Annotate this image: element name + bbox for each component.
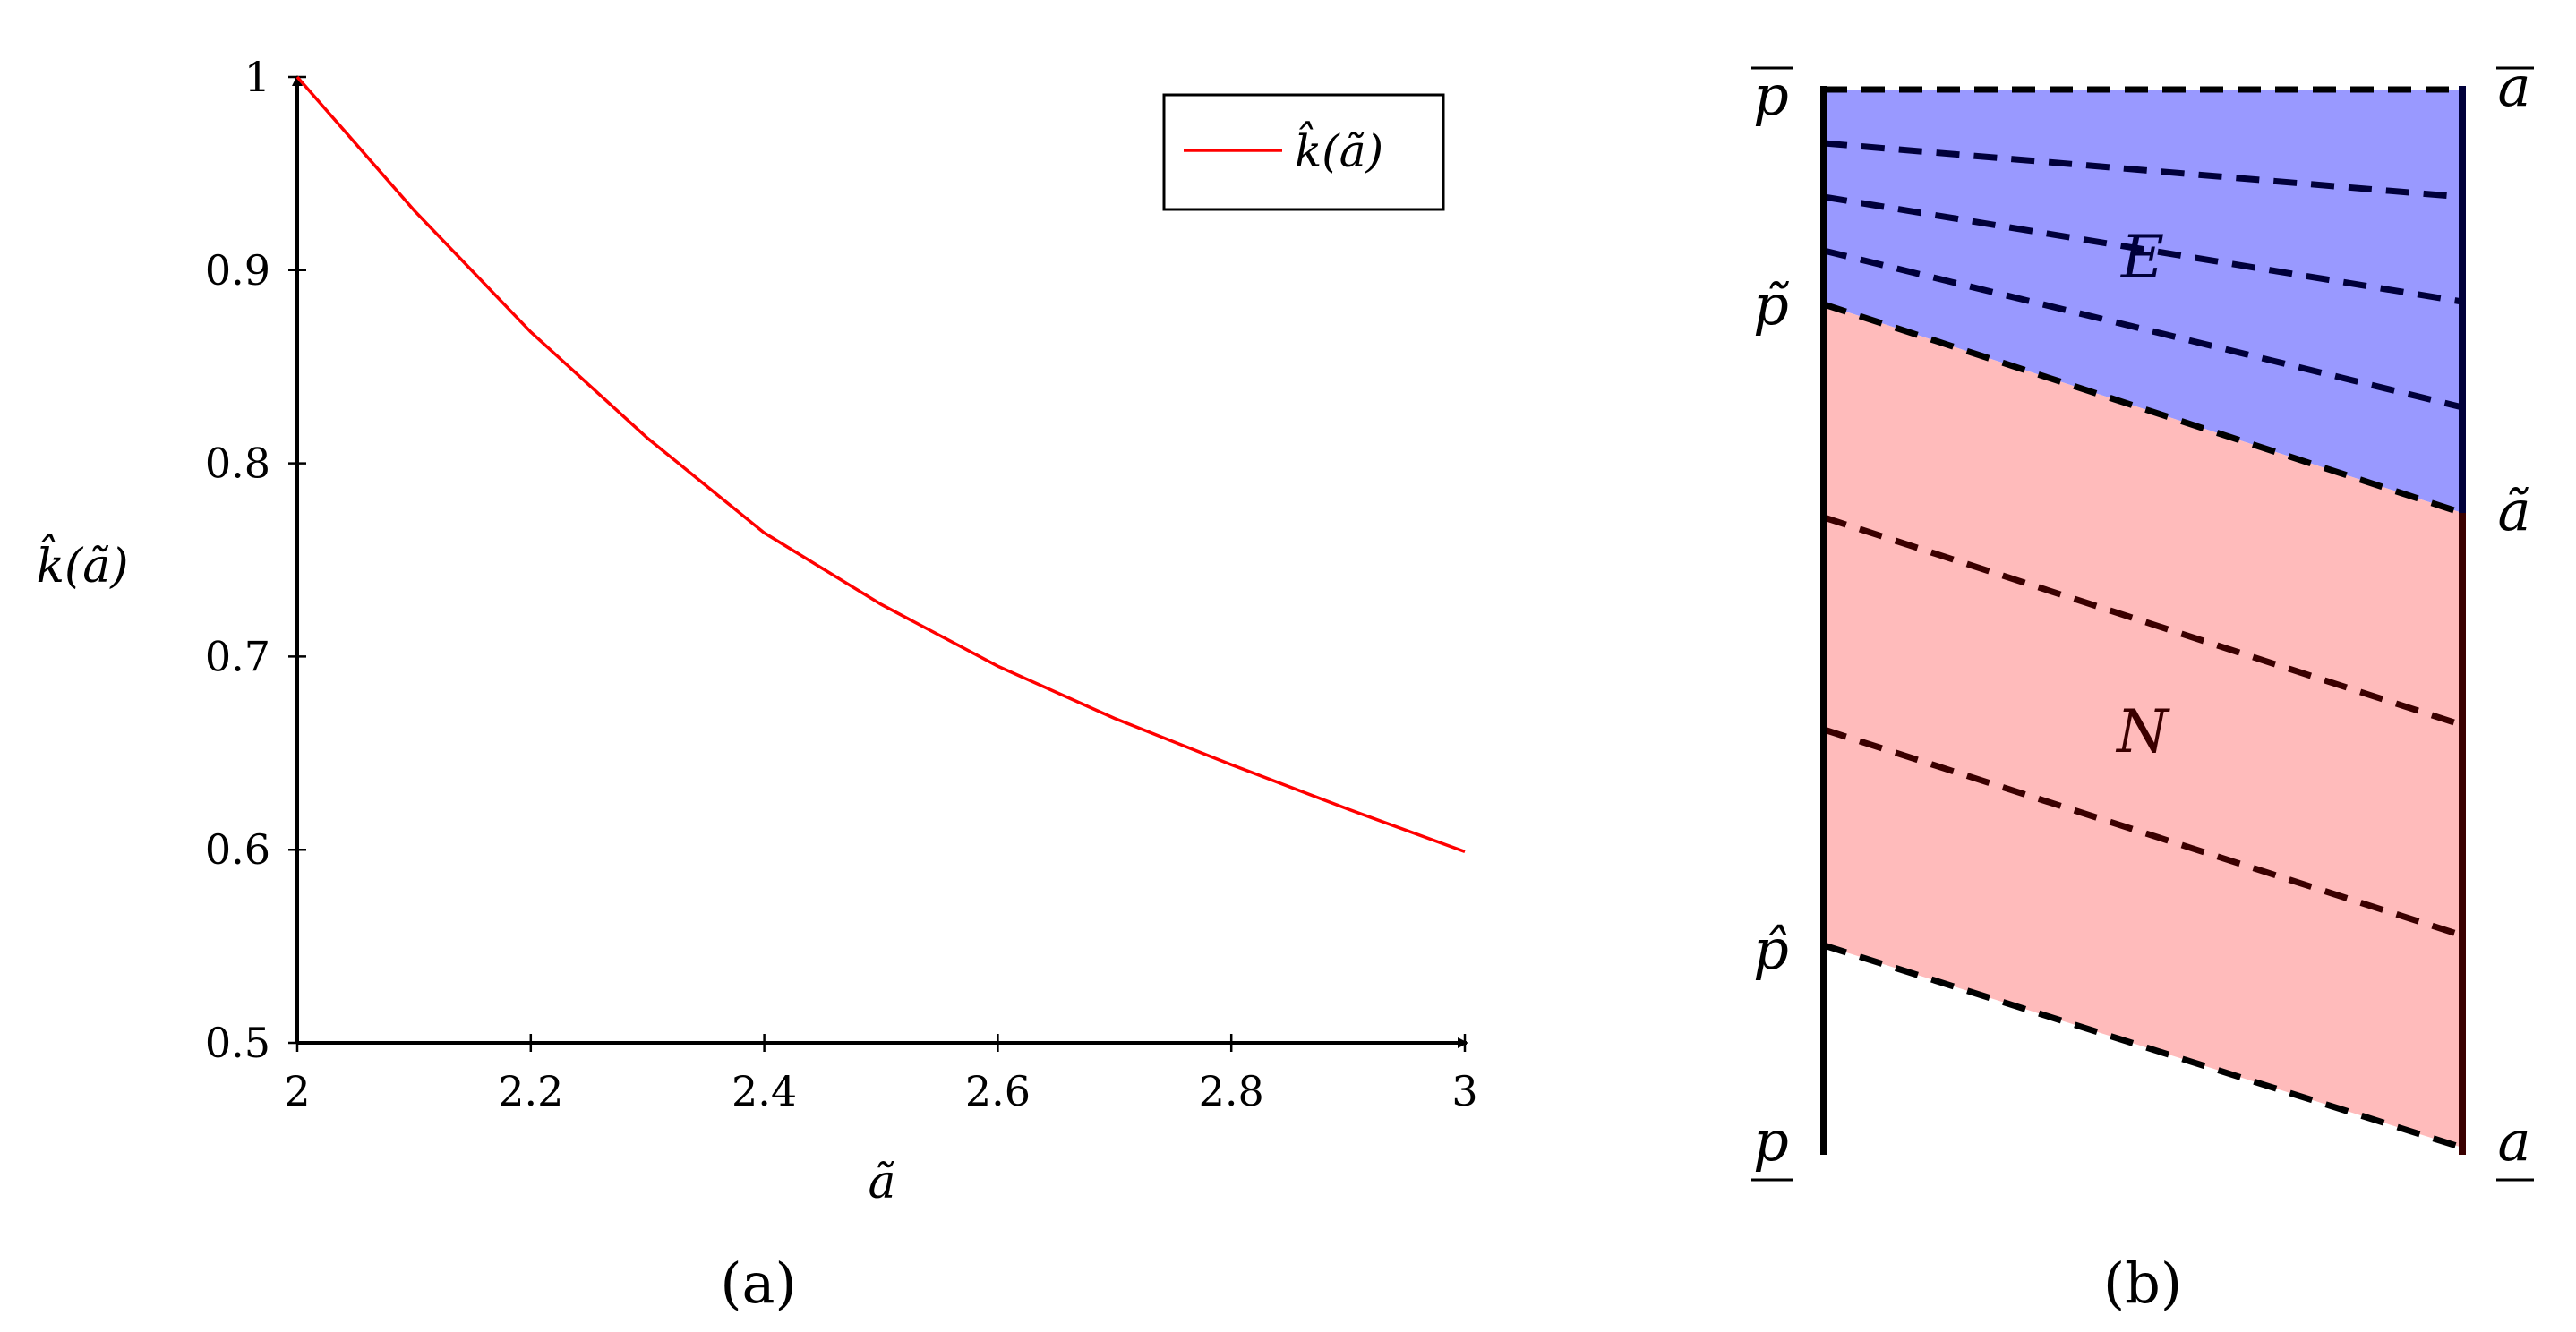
tick-marks [288,75,1467,1052]
region-label-E: E [2120,223,2164,292]
x-tick-labels: 2 2.2 2.4 2.6 2.8 3 [284,1067,1477,1115]
y-tick-label: 0.6 [205,825,270,874]
legend-box [1162,93,1445,211]
legend: k̂(ã) [1162,93,1445,211]
x-tick-label: 2.8 [1199,1067,1264,1115]
x-tick-label: 2.6 [965,1067,1031,1115]
label-p-hat: p̂ [1753,917,1789,982]
indifference-line-E3 [1823,247,2463,411]
panel-a-caption: (a) [720,1251,796,1316]
y-tick-label: 0.9 [205,246,270,295]
panel-a-chart: 2 2.2 2.4 2.6 2.8 3 0.50.60.70.80.91 ã k̂(ã) … [36,53,1477,1316]
region-E [1824,90,2462,513]
x-tick-label: 3 [1451,1067,1477,1115]
y-tick-label: 0.7 [205,632,270,680]
x-tick-label: 2 [284,1067,310,1115]
indifference-line-E1 [1823,140,2463,201]
y-tick-label: 1 [244,53,270,101]
panel-b-diagram: E N p p̃ p̂ p a ã a (b) [1751,54,2534,1316]
y-tick-labels: 0.5 0.6 0.7 0.8 0.9 1 [205,53,270,1067]
y-axis-label: k̂(ã) [36,534,128,593]
y-tick-label: 0.5 [205,1019,270,1067]
indifference-line-E2 [1823,193,2463,305]
region-N [1824,304,2462,1148]
legend-label: k̂(ã) [1295,120,1383,177]
x-tick-label: 2.2 [498,1067,563,1115]
label-a-under: a [2498,1108,2531,1174]
x-axis-label: ã [868,1156,895,1209]
y-tick-label: 0.8 [205,440,270,488]
x-tick-label: 2.4 [732,1067,797,1115]
label-a-tilde: ã [2498,478,2531,543]
label-a-bar: a [2498,54,2531,119]
label-p-bar: p [1753,63,1789,128]
label-p-under: p [1753,1108,1789,1174]
panel-b-caption: (b) [2103,1251,2182,1316]
region-label-N: N [2115,697,2170,766]
series-line [295,75,1466,854]
label-p-tilde: p̃ [1753,272,1790,337]
